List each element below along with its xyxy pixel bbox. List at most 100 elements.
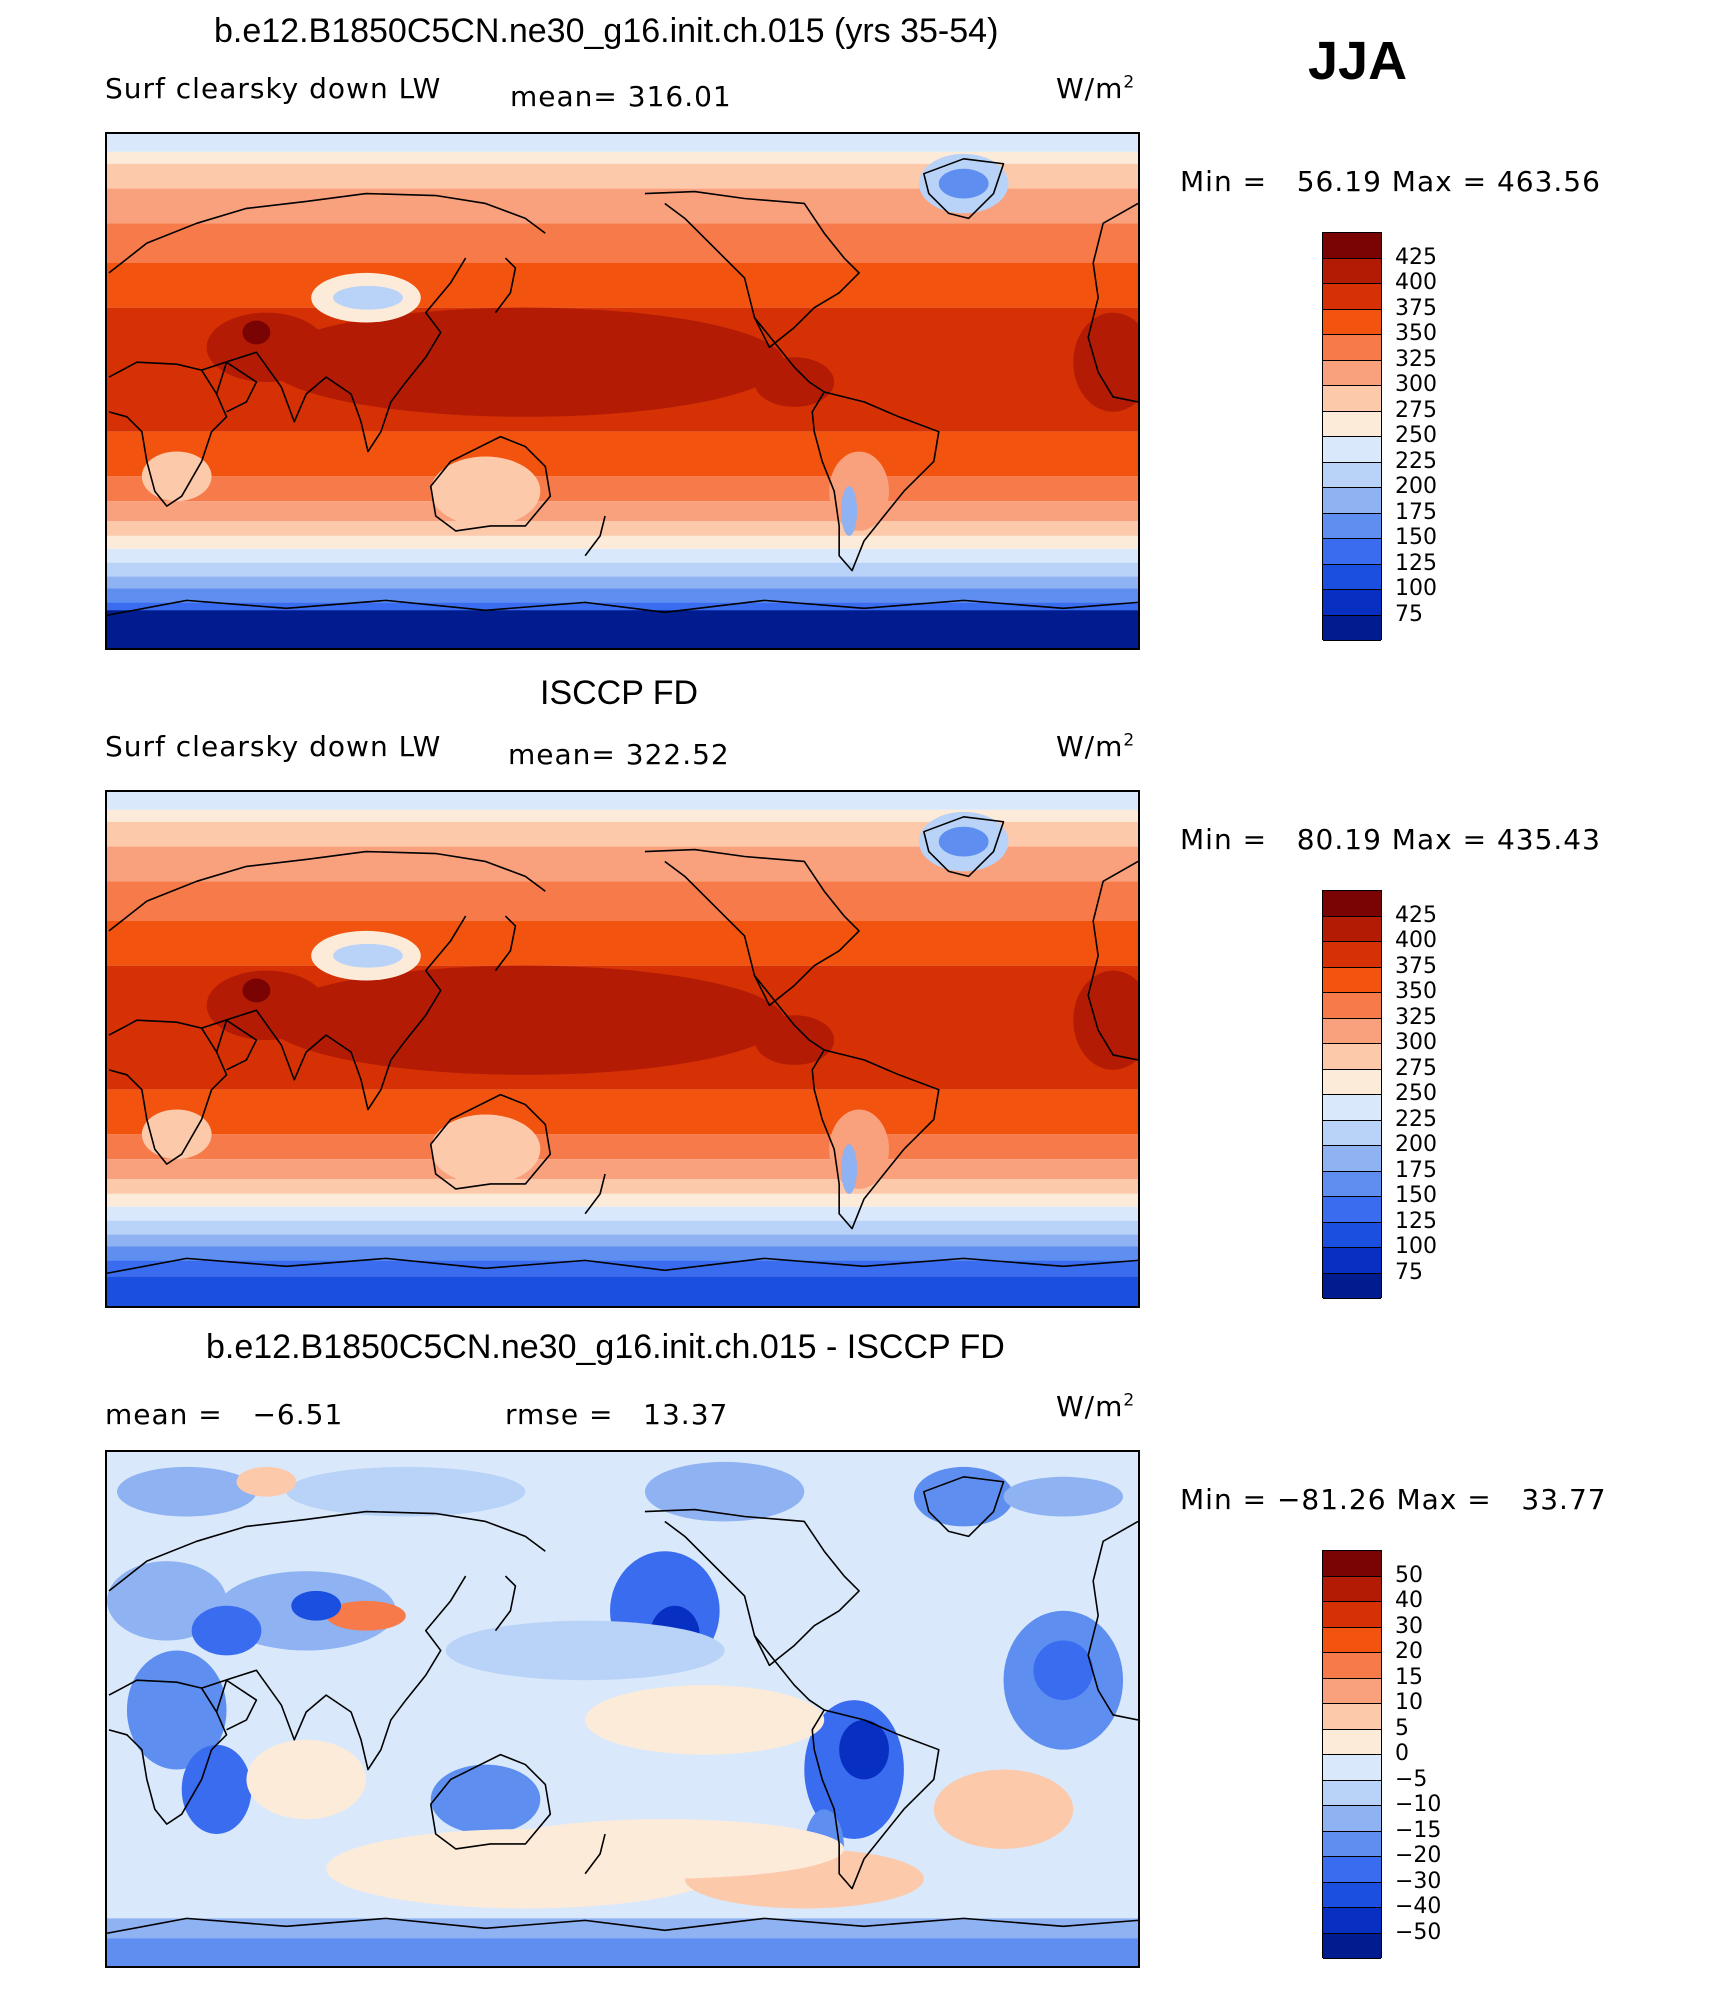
colorbar-swatch xyxy=(1323,1908,1381,1934)
colorbar-swatch xyxy=(1323,1704,1381,1730)
colorbar-swatch xyxy=(1323,1069,1381,1095)
coastline xyxy=(923,158,1005,220)
colorbar-diff xyxy=(1322,1550,1382,1959)
coastline xyxy=(201,915,467,1111)
coastline xyxy=(1087,860,1138,1061)
field-blob xyxy=(236,1466,297,1497)
field-blob xyxy=(485,1819,845,1879)
colorbar-label: 175 xyxy=(1395,499,1437,525)
coastline xyxy=(215,1679,258,1731)
colorbar-swatch xyxy=(1323,1044,1381,1070)
units-exponent: 2 xyxy=(1123,1390,1136,1411)
colorbar-swatch xyxy=(1323,233,1381,259)
coastline xyxy=(644,848,860,1007)
field-blob xyxy=(445,1620,725,1681)
colorbar-swatch xyxy=(1323,993,1381,1019)
field-blob xyxy=(266,307,785,417)
colorbar-swatch xyxy=(1323,1831,1381,1857)
colorbar-label: 225 xyxy=(1395,1106,1437,1132)
colorbar-swatch xyxy=(1323,1273,1381,1299)
colorbar-label: 350 xyxy=(1395,979,1437,1004)
field-band xyxy=(107,1134,1138,1160)
colorbar-swatch xyxy=(1323,1146,1381,1172)
field-blob xyxy=(181,1744,252,1835)
season-label: JJA xyxy=(1308,31,1408,91)
colorbar-swatch xyxy=(1323,1755,1381,1781)
field-band xyxy=(107,1234,1138,1247)
colorbar-swatch xyxy=(1323,1120,1381,1146)
map-svg xyxy=(107,792,1138,1306)
field-blob xyxy=(938,826,989,857)
field-band xyxy=(107,476,1138,502)
field-blob xyxy=(1033,1640,1094,1701)
minmax-label: Min = 56.19 Max = 463.56 xyxy=(1180,165,1601,198)
colorbar-label: −30 xyxy=(1395,1868,1442,1894)
field-band xyxy=(107,610,1138,648)
colorbar-label: 125 xyxy=(1395,1208,1437,1234)
colorbar-swatch xyxy=(1323,309,1381,335)
field-blob xyxy=(430,1764,541,1835)
field-blob xyxy=(141,451,212,502)
coastline xyxy=(108,850,546,932)
minmax-label: Min = −81.26 Max = 33.77 xyxy=(1180,1483,1607,1516)
colorbar-obs xyxy=(1322,890,1382,1299)
field-blob xyxy=(841,486,858,536)
mean-label: mean= 322.52 xyxy=(508,738,730,771)
colorbar-label: 275 xyxy=(1395,1055,1437,1081)
field-band xyxy=(107,1260,1138,1277)
colorbar-swatch xyxy=(1323,916,1381,942)
field-blob xyxy=(333,943,403,968)
colorbar-swatch xyxy=(1323,1882,1381,1908)
coastline xyxy=(494,915,517,972)
colorbar-swatch xyxy=(1323,437,1381,463)
units-label: W/m2 xyxy=(1056,72,1135,105)
coastline xyxy=(753,317,825,393)
colorbar-swatch xyxy=(1323,1678,1381,1704)
mean-label: mean= 316.01 xyxy=(510,80,732,113)
colorbar-swatch xyxy=(1323,1602,1381,1628)
field-band xyxy=(107,535,1138,549)
field-blob xyxy=(839,1719,889,1780)
colorbar-label: 350 xyxy=(1395,321,1437,346)
field-blob xyxy=(326,1600,406,1631)
field-blob xyxy=(585,1685,825,1755)
colorbar-label: 10 xyxy=(1395,1690,1423,1715)
coastline xyxy=(923,1476,1005,1538)
units-text: W/m xyxy=(1056,1390,1124,1423)
field-blob xyxy=(206,312,327,383)
colorbar-swatch xyxy=(1323,1095,1381,1121)
panel-title: b.e12.B1850C5CN.ne30_g16.init.ch.015 (yr… xyxy=(214,12,999,50)
field-blob xyxy=(116,1466,257,1517)
colorbar-label: 125 xyxy=(1395,550,1437,576)
colorbar-label: 150 xyxy=(1395,1183,1437,1208)
panel-title: b.e12.B1850C5CN.ne30_g16.init.ch.015 - I… xyxy=(206,1328,1005,1366)
colorbar-label: 75 xyxy=(1395,601,1423,627)
coastline xyxy=(494,1575,517,1632)
field-band xyxy=(107,576,1138,589)
field-band xyxy=(107,792,1138,810)
colorbar-label: 0 xyxy=(1395,1741,1409,1766)
field-band xyxy=(107,1938,1138,1966)
coastline xyxy=(108,1019,228,1165)
colorbar-label: −40 xyxy=(1395,1894,1442,1919)
field-blob xyxy=(913,1466,1014,1527)
field-band xyxy=(107,1918,1138,1939)
field-band xyxy=(107,1288,1138,1306)
field-band xyxy=(107,809,1138,822)
colorbar-label: 250 xyxy=(1395,423,1437,448)
coastline xyxy=(811,391,940,572)
colorbar-label: 5 xyxy=(1395,1715,1409,1741)
colorbar-label: 275 xyxy=(1395,397,1437,423)
colorbar-label: 200 xyxy=(1395,474,1437,499)
colorbar-swatch xyxy=(1323,1171,1381,1197)
colorbar-swatch xyxy=(1323,942,1381,968)
panel-title: ISCCP FD xyxy=(540,674,699,712)
coastline xyxy=(753,1635,825,1711)
field-blob xyxy=(841,1144,858,1194)
minmax-label: Min = 80.19 Max = 435.43 xyxy=(1180,823,1601,856)
field-band xyxy=(107,920,1138,966)
field-blob xyxy=(286,1466,526,1517)
colorbar-label: 375 xyxy=(1395,953,1437,979)
colorbar-swatch xyxy=(1323,564,1381,590)
field-blob xyxy=(266,965,785,1075)
